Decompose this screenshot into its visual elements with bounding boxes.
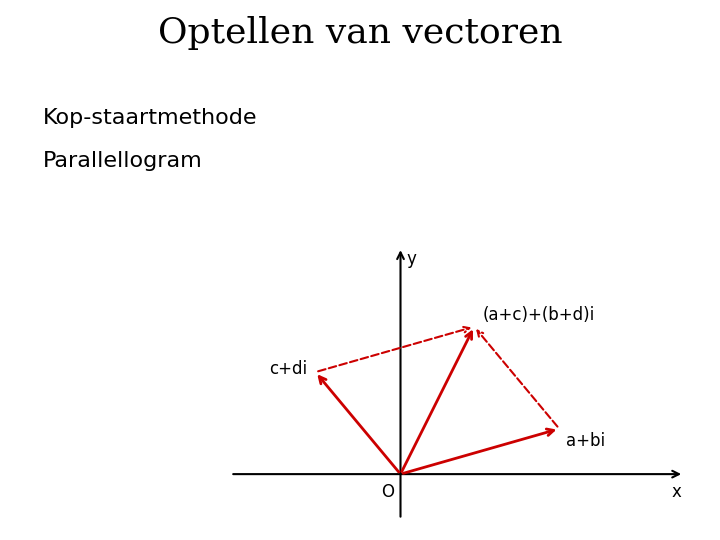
Text: Kop-staartmethode: Kop-staartmethode — [43, 108, 258, 128]
Text: c+di: c+di — [269, 360, 307, 378]
Text: O: O — [381, 483, 394, 501]
Text: Optellen van vectoren: Optellen van vectoren — [158, 16, 562, 50]
Text: x: x — [671, 483, 681, 501]
Text: y: y — [406, 250, 416, 268]
Text: a+bi: a+bi — [566, 431, 606, 450]
Text: Parallellogram: Parallellogram — [43, 151, 203, 171]
Text: (a+c)+(b+d)i: (a+c)+(b+d)i — [482, 306, 595, 324]
